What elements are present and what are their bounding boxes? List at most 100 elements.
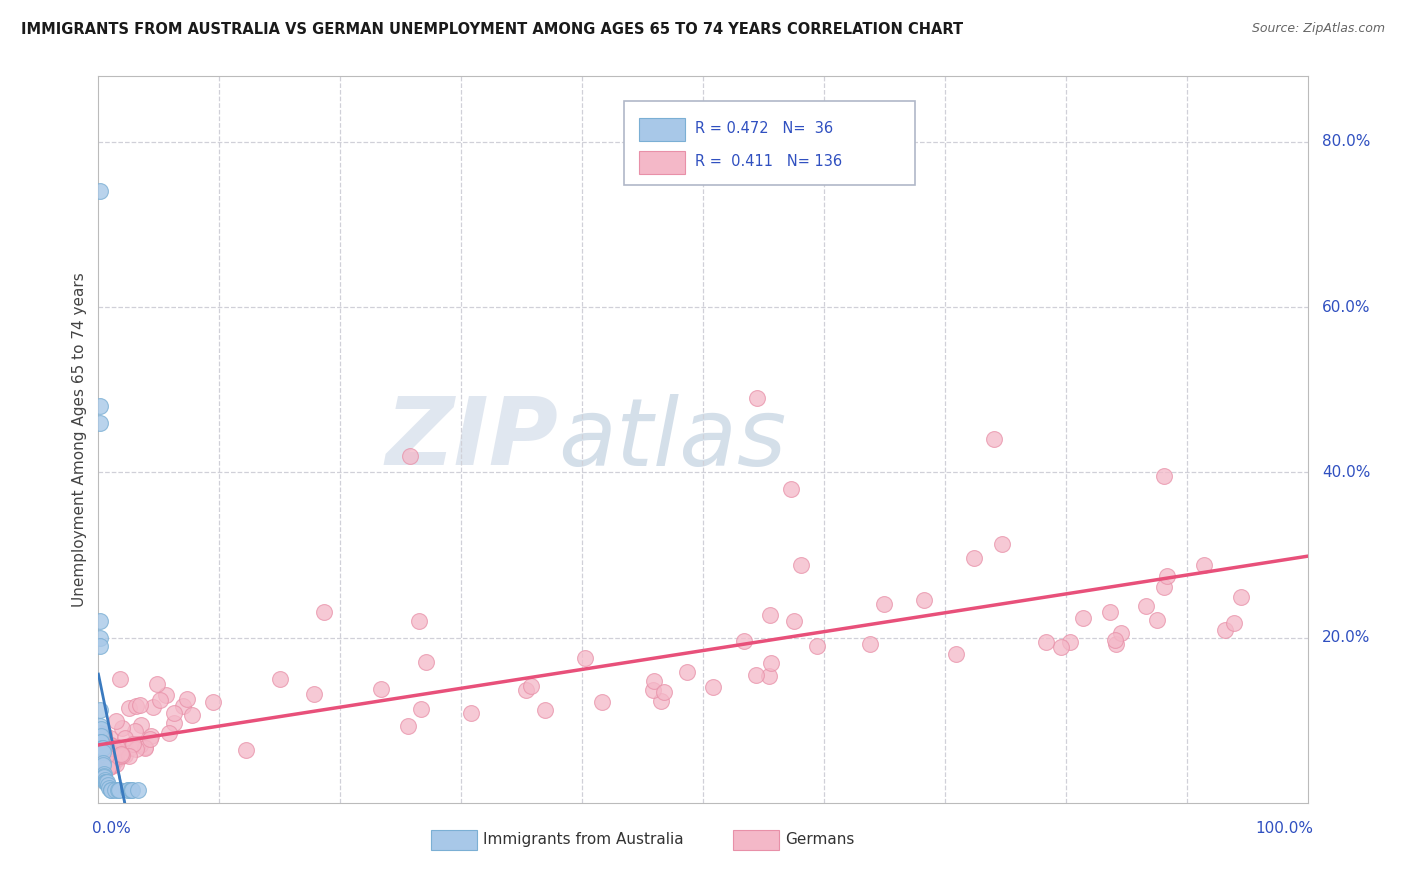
Point (1035, 635, 1057, 649)
Point (104, 783, 127, 797)
Point (97, 761, 120, 775)
Point (139, 729, 162, 743)
Point (94, 748, 117, 763)
Point (93, 758, 115, 772)
Point (1098, 605, 1121, 619)
Text: 100.0%: 100.0% (1256, 821, 1313, 836)
Point (990, 537, 1012, 551)
Point (783, 614, 806, 628)
Point (157, 726, 180, 740)
Point (702, 681, 724, 695)
Point (163, 716, 186, 731)
Point (415, 656, 437, 670)
Point (103, 753, 125, 767)
Point (91, 756, 114, 770)
Point (93, 727, 115, 741)
Point (733, 633, 755, 648)
Point (574, 651, 596, 665)
Point (100, 783, 122, 797)
Point (675, 665, 697, 679)
Point (107, 783, 129, 797)
FancyBboxPatch shape (432, 830, 477, 850)
Point (1049, 640, 1071, 655)
Point (91, 754, 114, 768)
Point (91, 758, 114, 772)
Point (89, 760, 111, 774)
Point (98, 756, 121, 771)
Point (138, 732, 160, 747)
Point (122, 737, 145, 751)
Point (148, 693, 170, 707)
Point (118, 749, 141, 764)
Point (269, 672, 291, 686)
Point (129, 739, 152, 753)
Point (105, 752, 128, 766)
Point (1192, 558, 1215, 572)
Point (100, 749, 122, 764)
Point (98, 731, 121, 746)
Point (172, 699, 194, 714)
FancyBboxPatch shape (734, 830, 779, 850)
Point (105, 743, 128, 757)
Point (409, 702, 432, 716)
Point (533, 703, 555, 717)
Point (91, 753, 114, 767)
Point (105, 739, 128, 754)
Point (1059, 635, 1081, 649)
Point (90, 729, 112, 743)
Point (89, 726, 111, 740)
Point (515, 682, 537, 697)
Point (89, 719, 111, 733)
Point (96, 761, 118, 775)
Point (100, 782, 122, 797)
Point (1156, 569, 1178, 583)
Point (101, 759, 124, 773)
Point (97, 758, 120, 772)
Point (91, 763, 114, 777)
Text: atlas: atlas (558, 393, 786, 485)
Point (121, 783, 143, 797)
Point (399, 449, 422, 463)
Point (127, 737, 149, 751)
Point (93, 770, 115, 784)
Text: Germans: Germans (785, 832, 855, 847)
Point (93, 769, 115, 783)
Point (142, 700, 165, 714)
Text: 40.0%: 40.0% (1322, 465, 1371, 480)
Point (1073, 611, 1095, 625)
Point (94, 772, 117, 787)
Point (117, 783, 139, 797)
Text: 0.0%: 0.0% (93, 821, 131, 836)
Point (408, 614, 430, 628)
Point (118, 700, 141, 714)
Point (641, 682, 664, 697)
Point (110, 672, 132, 686)
Point (745, 668, 768, 682)
Text: 60.0%: 60.0% (1322, 300, 1371, 315)
Point (97, 778, 120, 792)
Point (104, 752, 127, 766)
Point (652, 685, 675, 699)
Point (94, 775, 117, 789)
Point (89, 639, 111, 653)
Point (114, 748, 136, 763)
Point (163, 706, 186, 720)
Point (1153, 469, 1175, 483)
Point (89, 416, 111, 430)
Point (89, 185, 111, 199)
Point (111, 721, 134, 735)
Point (98, 753, 121, 767)
Point (100, 756, 122, 771)
Point (89, 399, 111, 413)
Point (104, 757, 127, 772)
Point (89, 703, 111, 717)
Point (520, 679, 543, 693)
Point (93, 748, 115, 763)
Text: ZIP: ZIP (385, 393, 558, 485)
Point (104, 742, 127, 756)
Point (111, 748, 134, 763)
Text: R =  0.411   N= 136: R = 0.411 N= 136 (695, 154, 842, 169)
Point (747, 391, 769, 405)
Point (108, 783, 131, 797)
Point (235, 743, 257, 757)
